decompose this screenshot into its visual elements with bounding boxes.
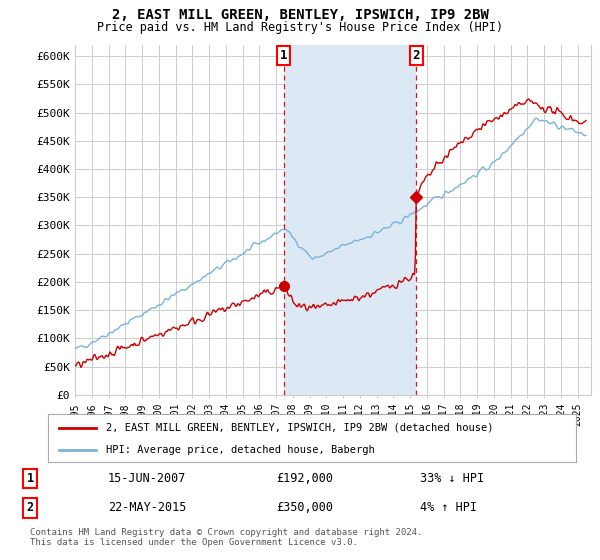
Text: 1: 1 <box>280 49 287 62</box>
Text: 2, EAST MILL GREEN, BENTLEY, IPSWICH, IP9 2BW (detached house): 2, EAST MILL GREEN, BENTLEY, IPSWICH, IP… <box>106 423 494 433</box>
Text: £192,000: £192,000 <box>276 472 333 485</box>
Text: 2, EAST MILL GREEN, BENTLEY, IPSWICH, IP9 2BW: 2, EAST MILL GREEN, BENTLEY, IPSWICH, IP… <box>112 8 488 22</box>
Bar <box>284 45 416 395</box>
Text: 33% ↓ HPI: 33% ↓ HPI <box>420 472 484 485</box>
Text: 2: 2 <box>413 49 420 62</box>
Text: £350,000: £350,000 <box>276 501 333 514</box>
Text: Price paid vs. HM Land Registry's House Price Index (HPI): Price paid vs. HM Land Registry's House … <box>97 21 503 34</box>
Text: 15-JUN-2007: 15-JUN-2007 <box>108 472 187 485</box>
Text: 2: 2 <box>26 501 34 514</box>
Text: 22-MAY-2015: 22-MAY-2015 <box>108 501 187 514</box>
Text: HPI: Average price, detached house, Babergh: HPI: Average price, detached house, Babe… <box>106 445 375 455</box>
Text: 1: 1 <box>26 472 34 485</box>
Text: Contains HM Land Registry data © Crown copyright and database right 2024.
This d: Contains HM Land Registry data © Crown c… <box>30 528 422 547</box>
Text: 4% ↑ HPI: 4% ↑ HPI <box>420 501 477 514</box>
